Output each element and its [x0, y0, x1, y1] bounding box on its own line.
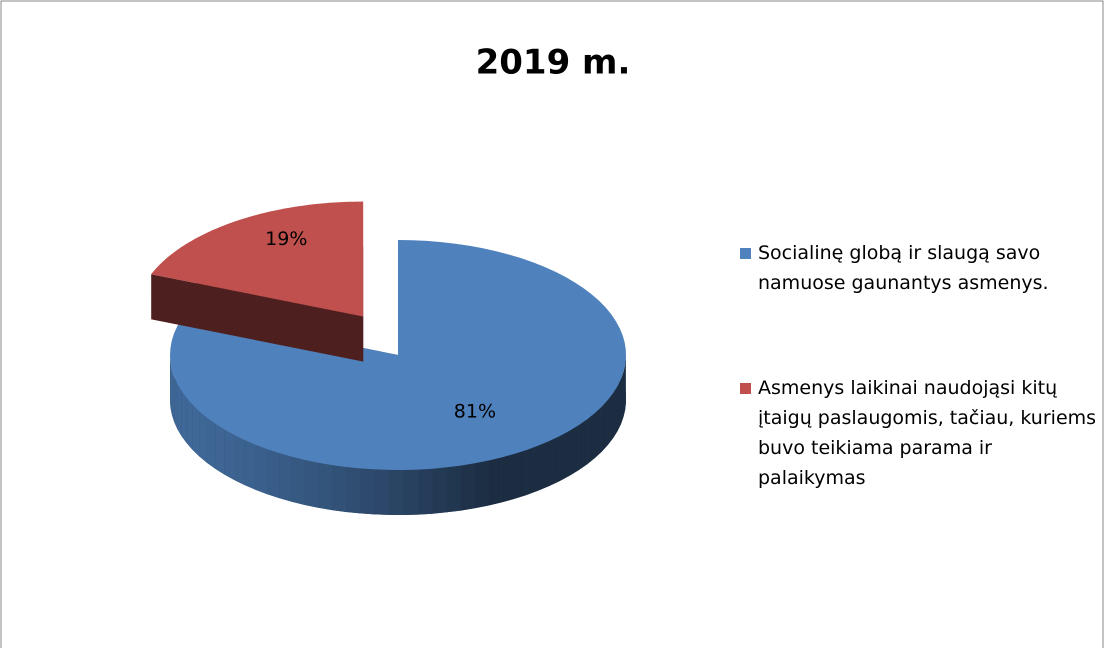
- slice-side: [432, 467, 447, 514]
- slice-side: [578, 419, 588, 471]
- legend-item: Socialinę globą ir slaugą savo namuose g…: [740, 238, 1098, 298]
- slice-side: [587, 413, 595, 465]
- slice-side: [170, 355, 171, 408]
- slice-side: [172, 370, 175, 423]
- slice-side: [318, 462, 332, 511]
- slice-side: [267, 449, 280, 499]
- slice-side: [607, 393, 614, 445]
- slice-side: [234, 434, 245, 485]
- slice-top: [170, 240, 626, 470]
- slice-side: [332, 465, 346, 512]
- slice-top: [151, 201, 364, 317]
- slice-side: [224, 429, 234, 480]
- slice-side: [549, 436, 560, 487]
- legend-swatch: [740, 383, 751, 394]
- slice-side: [501, 454, 514, 503]
- slice-side: [186, 398, 193, 450]
- slice-side: [460, 463, 475, 511]
- chart-title: 2019 m.: [476, 43, 631, 83]
- slice-side: [346, 467, 361, 514]
- slice-side: [488, 457, 502, 506]
- slice-side: [244, 440, 256, 490]
- slice-side: [279, 453, 292, 502]
- slice-side: [206, 417, 216, 469]
- slice-side: [526, 445, 538, 496]
- slice-side: [621, 371, 624, 424]
- slice-side: [389, 469, 404, 515]
- slice-side: [360, 468, 375, 515]
- slice-side: [199, 411, 207, 463]
- legend-label: Socialinę globą ir slaugą savo namuose g…: [758, 242, 1049, 294]
- slice-side: [569, 425, 579, 476]
- legend-label: Asmenys laikinai naudojąsi kitų įtaigų p…: [758, 377, 1097, 489]
- legend-item: Asmenys laikinai naudojąsi kitų įtaigų p…: [740, 373, 1098, 493]
- slice-side: [192, 405, 200, 457]
- slice-wall: [151, 274, 364, 362]
- slice-side: [537, 441, 549, 491]
- slice-side: [403, 469, 418, 515]
- slice-side: [304, 460, 319, 508]
- slice-side: [601, 399, 608, 452]
- slice-side: [418, 468, 433, 515]
- pie-slice: [151, 201, 364, 362]
- slice-side: [474, 460, 489, 509]
- pie-slice: [170, 240, 626, 515]
- slice-side: [174, 377, 178, 430]
- slice-side: [255, 444, 267, 495]
- slice-side: [559, 430, 570, 482]
- legend-swatch: [740, 248, 751, 259]
- slice-side: [181, 391, 187, 444]
- slice-side: [446, 465, 461, 513]
- slice-side: [513, 450, 527, 499]
- slice-side: [170, 362, 172, 416]
- slice-side: [177, 384, 182, 437]
- slice-side: [594, 406, 602, 458]
- slice-side: [291, 456, 305, 505]
- data-label: 19%: [265, 228, 307, 250]
- slice-side: [625, 357, 626, 410]
- data-label: 81%: [454, 401, 496, 423]
- slice-side: [374, 469, 389, 515]
- slice-side: [623, 364, 626, 417]
- slice-side: [215, 423, 225, 475]
- slice-side: [617, 379, 621, 432]
- slice-side: [613, 386, 618, 439]
